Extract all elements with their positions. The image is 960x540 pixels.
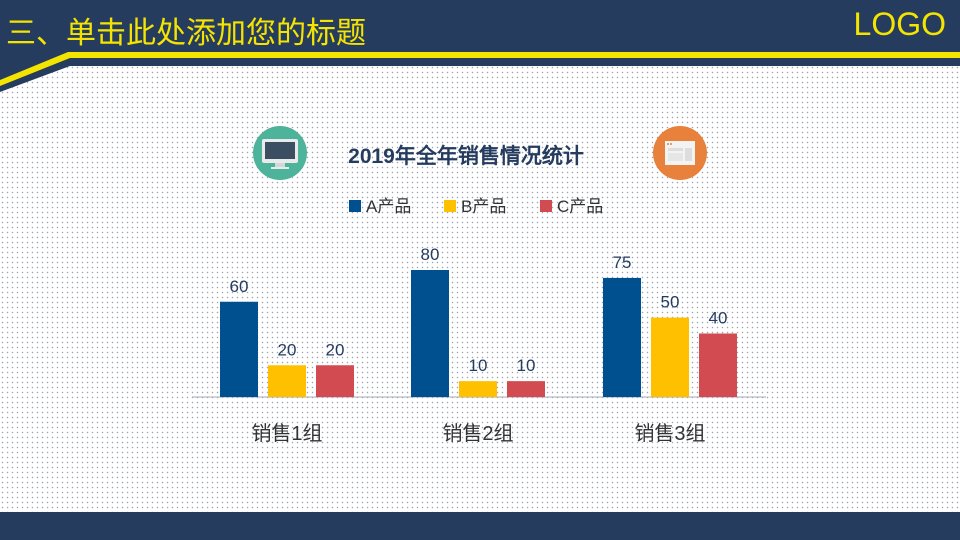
data-label: 10: [517, 356, 536, 375]
legend-swatch: [349, 200, 361, 212]
data-label: 40: [709, 309, 728, 328]
bar: [268, 365, 306, 397]
legend-label: C产品: [557, 197, 603, 216]
data-label: 10: [469, 356, 488, 375]
legend-label: B产品: [461, 197, 506, 216]
category-label: 销售1组: [251, 422, 322, 445]
bar: [699, 333, 737, 397]
legend-swatch: [444, 200, 456, 212]
chart-title: 2019年全年销售情况统计: [348, 144, 584, 168]
bar: [459, 381, 497, 397]
logo: LOGO: [853, 6, 946, 42]
bar: [411, 270, 449, 397]
bar: [603, 277, 641, 397]
data-label: 20: [278, 340, 297, 359]
data-label: 60: [230, 277, 249, 296]
category-label: 销售2组: [442, 422, 513, 445]
legend-label: A产品: [366, 197, 411, 216]
footer-bar: [0, 512, 960, 540]
bar: [651, 317, 689, 397]
bar: [316, 365, 354, 397]
header-bar: [0, 0, 960, 92]
category-label: 销售3组: [634, 422, 705, 445]
data-label: 80: [421, 245, 440, 264]
monitor-icon: [253, 126, 307, 180]
data-label: 75: [613, 253, 632, 272]
legend-swatch: [540, 200, 552, 212]
bar: [220, 301, 258, 397]
data-label: 50: [661, 293, 680, 312]
page-title[interactable]: 三、单击此处添加您的标题: [6, 17, 366, 50]
browser-window-icon: [653, 126, 707, 180]
data-label: 20: [326, 340, 345, 359]
bar: [507, 381, 545, 397]
